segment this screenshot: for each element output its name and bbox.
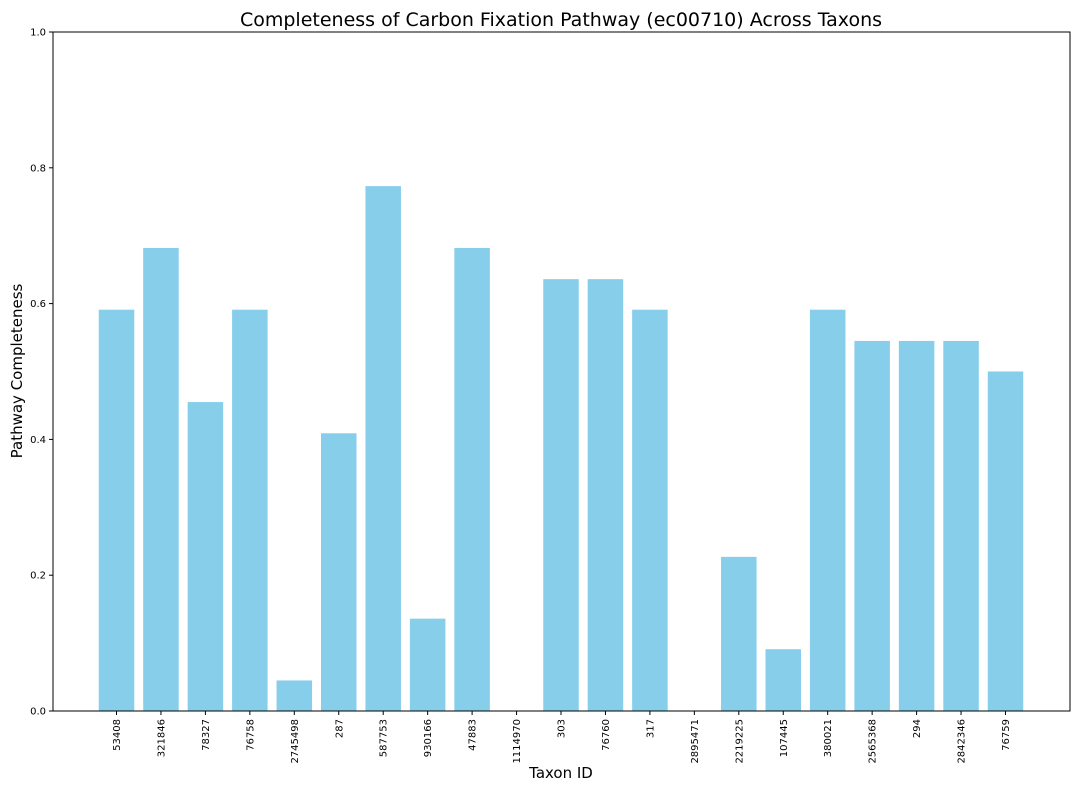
y-tick-label: 0.8 — [30, 163, 46, 174]
y-ticks-group: 0.0 0.2 0.4 0.6 0.8 1.0 — [30, 28, 53, 718]
bar-587753 — [365, 186, 401, 711]
bar-78327 — [187, 402, 224, 711]
bar-47883 — [454, 247, 490, 711]
x-axis-label: Taxon ID — [528, 764, 593, 782]
bar-303 — [543, 279, 579, 711]
bar-2745498 — [276, 680, 313, 711]
bar-2842346 — [943, 340, 979, 711]
x-tick-label: 47883 — [468, 719, 479, 751]
x-tick-label: 303 — [557, 719, 568, 738]
bar-107445 — [765, 649, 801, 711]
x-tick-label: 1114970 — [512, 719, 523, 764]
y-tick-label: 1.0 — [30, 28, 46, 39]
bars-group — [98, 186, 1024, 711]
x-tick-label: 2219225 — [734, 719, 745, 764]
x-tick-label: 294 — [912, 719, 923, 738]
x-tick-label: 321846 — [156, 719, 167, 757]
bar-76760 — [587, 279, 624, 711]
x-tick-label: 78327 — [201, 719, 212, 751]
bar-2219225 — [721, 556, 757, 711]
bar-76758 — [232, 309, 268, 711]
y-axis-label: Pathway Completeness — [8, 283, 26, 458]
x-tick-label: 107445 — [779, 719, 790, 757]
x-tick-label: 2745498 — [290, 719, 301, 764]
plot-frame — [52, 31, 1071, 712]
x-tick-label: 76760 — [601, 719, 612, 751]
y-tick-label: 0.2 — [30, 571, 46, 582]
bar-294 — [898, 340, 935, 711]
x-tick-label: 587753 — [379, 719, 390, 757]
x-tick-label: 930166 — [423, 719, 434, 757]
x-tick-label: 76759 — [1001, 719, 1012, 751]
bar-930166 — [409, 618, 446, 711]
x-tick-label: 76758 — [245, 719, 256, 751]
x-ticks-group: 53408 321846 78327 76758 2745498 287 587753 930… — [112, 711, 1012, 764]
bar-317 — [632, 309, 668, 711]
bar-287 — [321, 433, 357, 711]
x-tick-label: 380021 — [823, 719, 834, 757]
bar-2565368 — [854, 340, 890, 711]
bar-321846 — [143, 247, 179, 711]
y-tick-label: 0.0 — [30, 707, 46, 718]
y-tick-label: 0.6 — [30, 299, 46, 310]
bar-76759 — [987, 371, 1024, 711]
x-tick-label: 2565368 — [868, 719, 879, 764]
x-tick-label: 53408 — [112, 719, 123, 751]
bar-53408 — [98, 309, 135, 711]
x-tick-label: 287 — [334, 719, 345, 738]
chart-title: Completeness of Carbon Fixation Pathway … — [240, 9, 882, 31]
x-tick-label: 2842346 — [957, 719, 968, 764]
y-tick-label: 0.4 — [30, 435, 46, 446]
x-tick-label: 317 — [645, 719, 656, 738]
x-tick-label: 2895471 — [690, 719, 701, 764]
bar-380021 — [809, 309, 846, 711]
